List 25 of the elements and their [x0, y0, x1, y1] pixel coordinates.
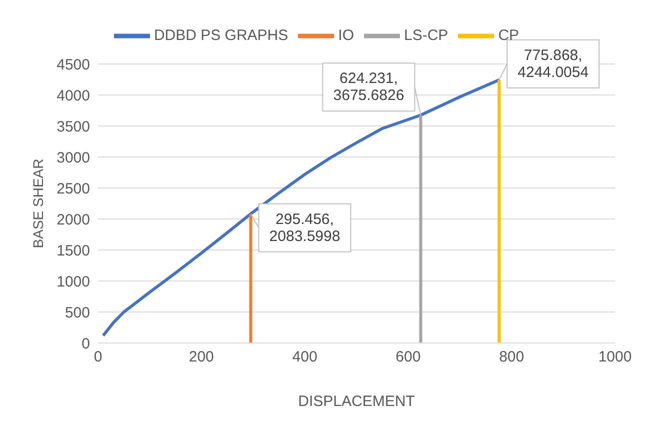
legend-label: CP: [498, 26, 520, 44]
y-tick-label: 1000: [56, 273, 90, 290]
x-tick-label: 800: [499, 348, 524, 366]
y-axis-title: BASE SHEAR: [30, 158, 46, 248]
x-tick-label: 400: [292, 348, 318, 366]
y-tick-label: 0: [82, 335, 90, 352]
y-tick-label: 3000: [56, 149, 90, 166]
x-axis-title: DISPLACEMENT: [298, 393, 415, 410]
x-tick-label: 1000: [598, 348, 632, 366]
annotation: 295.456, 2083.5998: [269, 210, 340, 245]
legend-label: DDBD PS GRAPHS: [154, 26, 288, 44]
y-tick-label: 4500: [56, 56, 90, 74]
y-tick-label: 2500: [56, 180, 90, 198]
x-tick-label: 0: [94, 348, 102, 366]
legend-label: IO: [338, 26, 354, 44]
y-tick-label: 2000: [56, 211, 90, 228]
y-tick-label: 500: [64, 304, 90, 322]
y-tick-label: 1500: [56, 242, 90, 260]
x-tick-label: 200: [188, 348, 214, 366]
y-tick-label: 3500: [56, 118, 90, 136]
x-tick-label: 600: [396, 348, 421, 366]
legend-label: LS-CP: [404, 26, 448, 44]
annotation: 775.868, 4244.0054: [518, 46, 589, 81]
annotation: 624.231, 3675.6826: [333, 70, 404, 104]
y-tick-label: 4000: [56, 87, 90, 104]
